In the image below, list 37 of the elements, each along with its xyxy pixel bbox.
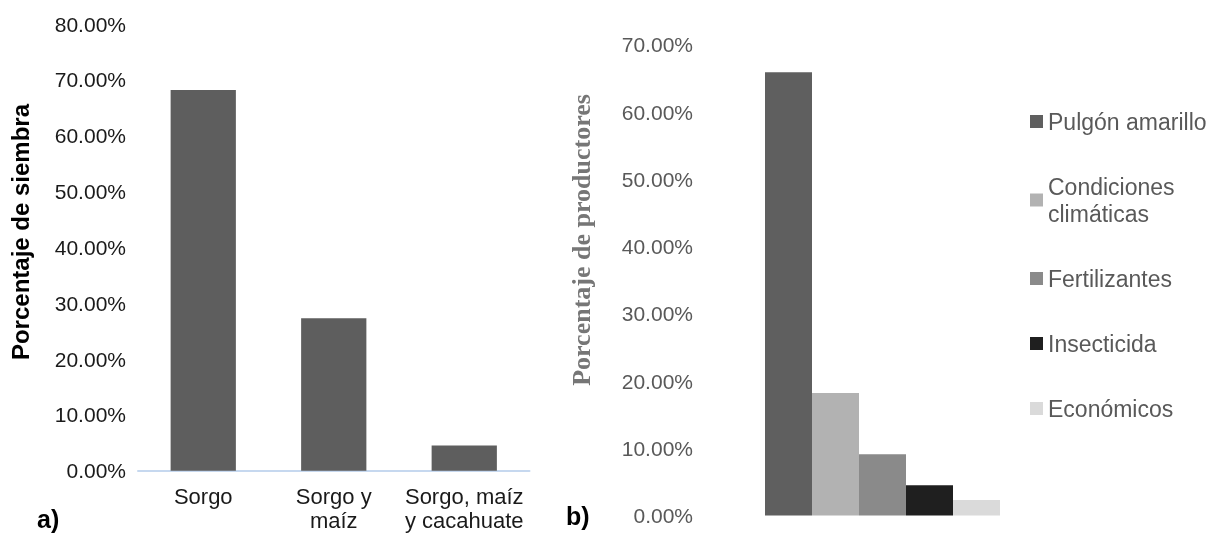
text: a) (37, 504, 60, 533)
y-tick-label: 40.00% (621, 235, 693, 259)
x-tick-label: Sorgo y maíz (295, 484, 372, 534)
y-tick-label: 60.00% (54, 124, 126, 148)
y-axis-title: Porcentaje de productores (566, 94, 596, 386)
y-tick-label: 30.00% (54, 291, 126, 315)
y-tick-label: 80.00% (54, 12, 126, 36)
text: b) (566, 501, 590, 530)
y-tick-label: 30.00% (621, 302, 693, 326)
legend-label: Pulgón amarillo (1048, 108, 1207, 135)
y-tick-label: 10.00% (54, 403, 126, 427)
y-tick-label: 40.00% (54, 235, 126, 259)
bar (765, 72, 812, 516)
bar (170, 89, 236, 471)
bar (301, 318, 367, 471)
legend-label: Insecticida (1048, 330, 1157, 357)
bar (859, 454, 906, 516)
y-tick-label: 70.00% (621, 33, 693, 57)
bar (953, 500, 1000, 516)
legend-label: Económicos (1048, 395, 1174, 422)
y-tick-label: 20.00% (54, 347, 126, 371)
legend-label: Condiciones climáticas (1048, 173, 1175, 227)
x-tick-label: Sorgo, maíz y cacahuate (404, 484, 524, 534)
bar (906, 485, 953, 516)
y-axis-title: Porcentaje de siembra (6, 103, 34, 361)
bar (431, 445, 497, 471)
legend-label: Fertilizantes (1048, 265, 1172, 292)
y-tick-label: 50.00% (621, 167, 693, 191)
y-tick-label: 0.00% (66, 459, 126, 483)
y-tick-label: 20.00% (621, 369, 693, 393)
y-tick-label: 0.00% (633, 504, 693, 527)
x-tick-label: Sorgo (173, 484, 233, 510)
y-tick-label: 50.00% (54, 180, 126, 204)
y-tick-label: 70.00% (54, 68, 126, 92)
y-tick-label: 10.00% (621, 436, 693, 460)
bar (812, 393, 859, 516)
y-tick-label: 60.00% (621, 100, 693, 124)
